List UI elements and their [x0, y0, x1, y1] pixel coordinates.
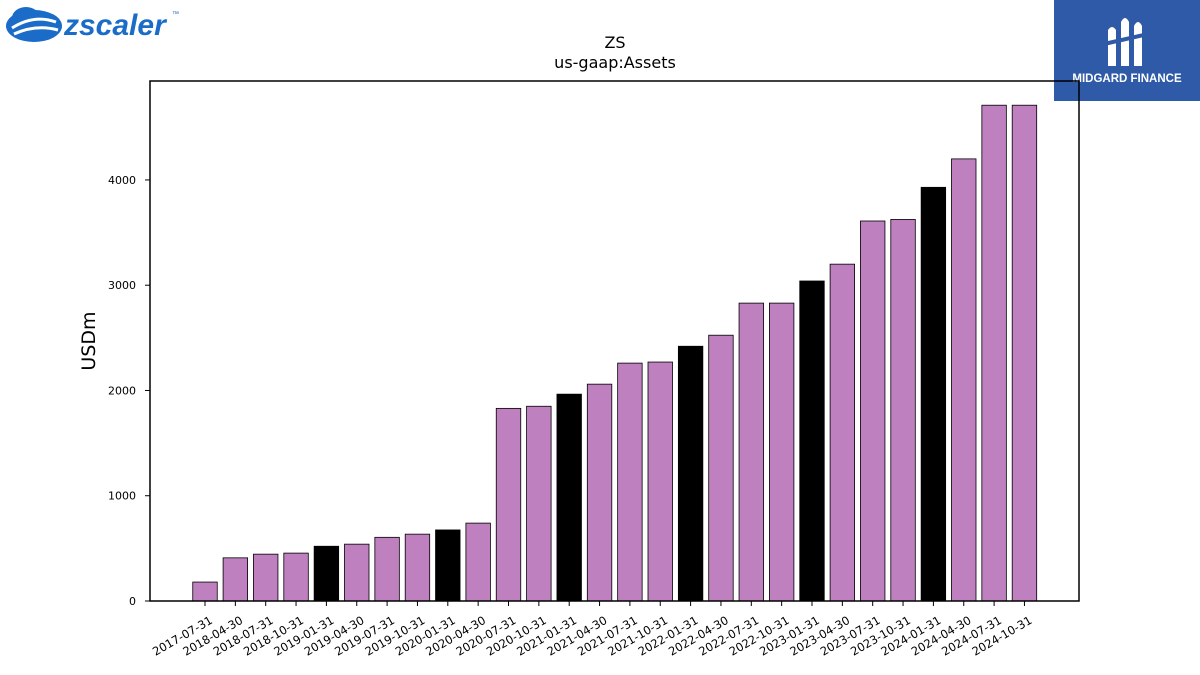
bar-2023-07-31: [860, 220, 886, 602]
y-tick-label: 4000: [108, 174, 136, 187]
midgard-finance-logo: MIDGARD FINANCE: [1054, 0, 1200, 101]
y-tick-label: 2000: [108, 384, 136, 397]
bar-2019-07-31: [374, 536, 400, 602]
bar-2018-04-30: [222, 557, 249, 602]
bar-2021-10-31: [647, 361, 673, 602]
bar-2022-07-31: [738, 302, 764, 602]
y-tick-label: 1000: [108, 490, 136, 503]
zscaler-logo: zscaler ™: [4, 4, 184, 46]
midgard-logo-icon: MIDGARD FINANCE: [1054, 0, 1200, 101]
bar-2024-01-31: [920, 186, 947, 602]
y-axis: 0 1000 2000 3000 4000: [108, 174, 150, 608]
bar-2017-07-31: [192, 581, 218, 602]
bar-2019-10-31: [404, 533, 431, 602]
bar-2018-10-31: [283, 552, 309, 602]
bar-2024-07-31: [981, 104, 1007, 602]
chart-subtitle: us-gaap:Assets: [554, 53, 676, 72]
bar-2023-01-31: [799, 280, 825, 602]
bar-2021-04-30: [586, 383, 613, 602]
bar-2022-10-31: [769, 302, 795, 602]
bar-2020-07-31: [495, 407, 522, 602]
bar-2019-04-30: [344, 543, 370, 602]
bar-2023-10-31: [890, 219, 916, 602]
bar-2024-10-31: [1011, 104, 1038, 602]
bar-2018-07-31: [253, 553, 279, 602]
bar-2020-01-31: [435, 529, 461, 602]
trademark: ™: [172, 11, 179, 18]
bar-2022-01-31: [677, 345, 704, 602]
bars-group: [192, 104, 1038, 602]
bar-2020-04-30: [465, 522, 491, 602]
zscaler-wordmark: zscaler: [63, 9, 168, 42]
bar-2024-04-30: [951, 158, 977, 602]
y-tick-label: 0: [129, 595, 136, 608]
y-tick-label: 3000: [108, 279, 136, 292]
y-axis-label: USDm: [78, 311, 100, 370]
bar-2023-04-30: [829, 263, 855, 602]
x-axis: 2017-07-312018-04-302018-07-312018-10-31…: [150, 601, 1034, 659]
bar-2021-01-31: [556, 393, 582, 602]
bar-2019-01-31: [313, 545, 340, 602]
midgard-wordmark: MIDGARD FINANCE: [1072, 73, 1182, 85]
bar-2022-04-30: [708, 334, 734, 602]
plot-frame: [149, 80, 1080, 602]
chart-title: ZS: [604, 33, 625, 52]
bar-2021-07-31: [617, 362, 643, 602]
bar-2020-10-31: [526, 405, 552, 602]
zscaler-cloud-icon: zscaler ™: [6, 7, 179, 42]
